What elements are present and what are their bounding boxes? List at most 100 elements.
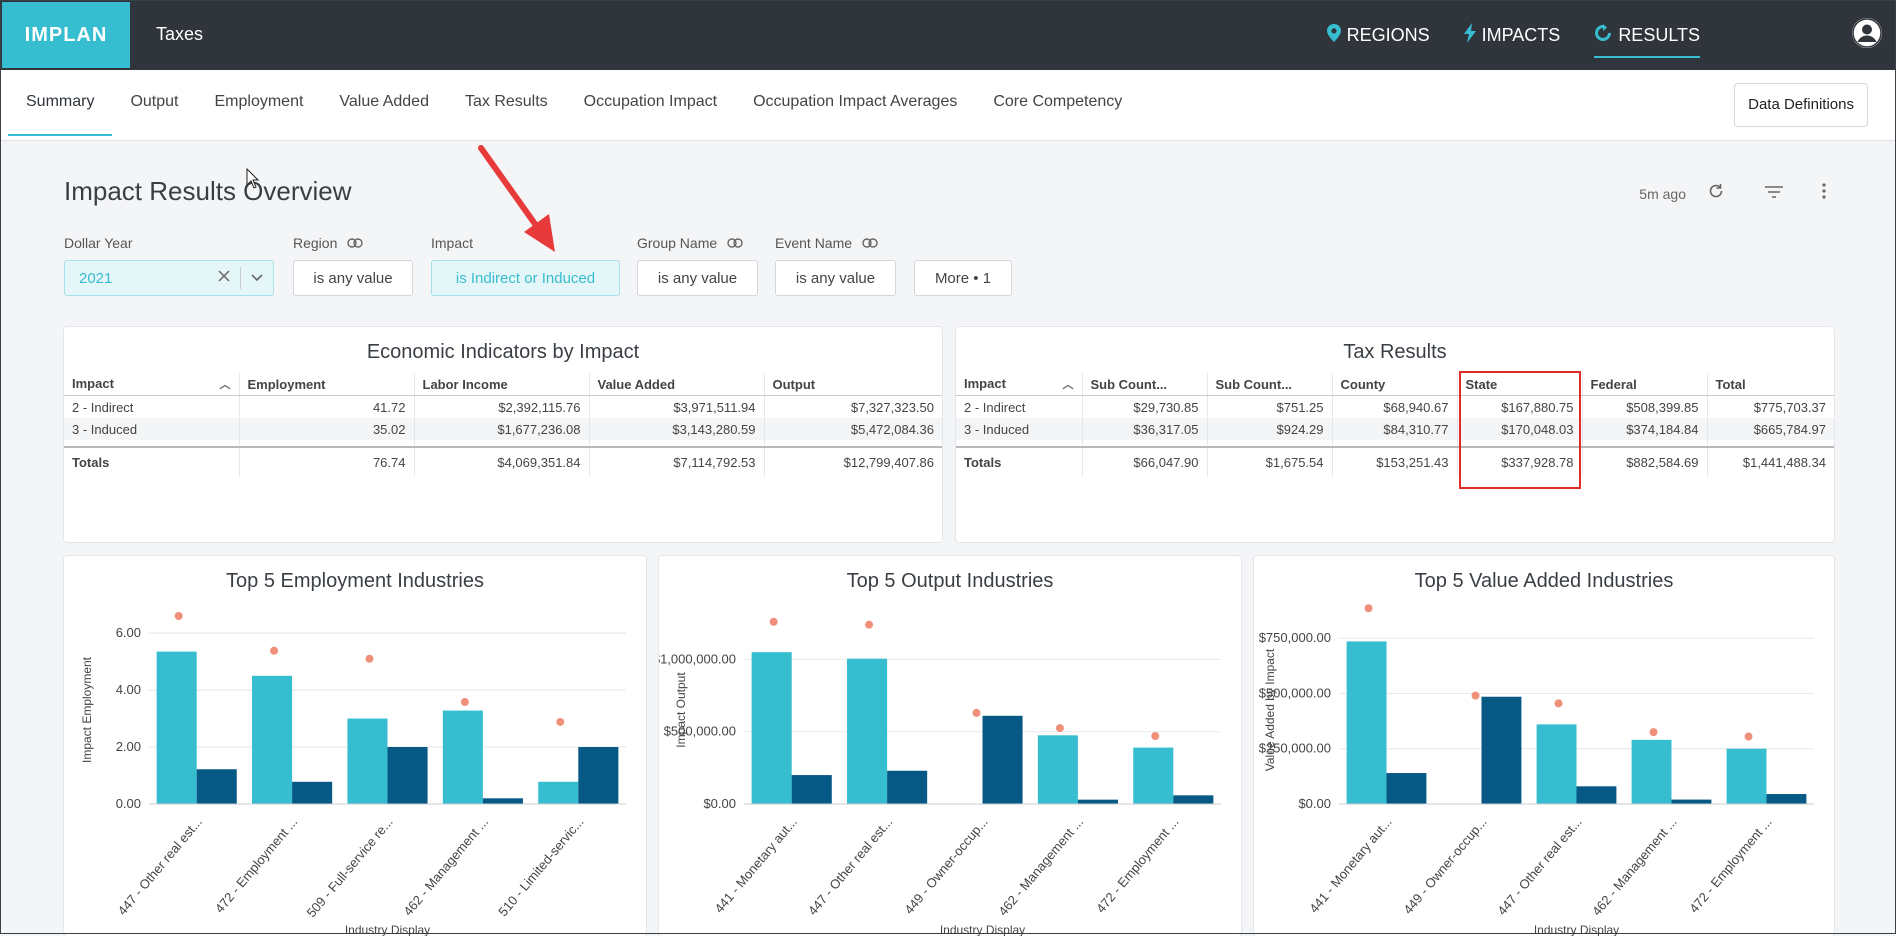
link-icon[interactable] bbox=[862, 235, 878, 251]
refresh-icon[interactable] bbox=[1708, 183, 1724, 204]
table-cell: $3,971,511.94 bbox=[589, 395, 765, 418]
table-cell: $508,399.85 bbox=[1582, 395, 1708, 418]
x-tick-label: 472 - Employment ... bbox=[1093, 814, 1182, 916]
total-marker bbox=[556, 717, 565, 726]
dollar-year-value: 2021 bbox=[79, 269, 113, 287]
total-marker bbox=[460, 698, 469, 707]
group-name-filter-button[interactable]: is any value bbox=[637, 260, 758, 296]
last-updated-text: 5m ago bbox=[1639, 185, 1686, 202]
dollar-year-select[interactable]: 2021 bbox=[64, 260, 274, 296]
column-header[interactable]: Employment bbox=[239, 373, 415, 396]
total-marker bbox=[1151, 732, 1160, 741]
column-header[interactable]: County bbox=[1332, 373, 1458, 396]
bar-indirect bbox=[1631, 739, 1672, 804]
total-marker bbox=[865, 620, 874, 629]
total-marker bbox=[1554, 699, 1563, 708]
link-icon[interactable] bbox=[727, 235, 743, 251]
bar-induced bbox=[1077, 799, 1118, 804]
filter-label: Event Name bbox=[775, 235, 853, 251]
x-tick-label: 447 - Other real est... bbox=[1494, 814, 1584, 918]
clear-icon[interactable] bbox=[218, 269, 230, 287]
table-cell: $29,730.85 bbox=[1082, 395, 1208, 418]
y-tick-label: $500,000.00 bbox=[1259, 685, 1331, 700]
y-tick-label: 2.00 bbox=[116, 739, 141, 754]
column-header[interactable]: Labor Income bbox=[414, 373, 590, 396]
column-header[interactable]: Impact ︿ bbox=[64, 373, 240, 396]
tab-employment[interactable]: Employment bbox=[214, 93, 304, 110]
table-cell: $68,940.67 bbox=[1332, 395, 1458, 418]
filter-label: Impact bbox=[431, 235, 474, 251]
table-cell: $1,441,488.34 bbox=[1742, 454, 1826, 470]
tab-tax-results[interactable]: Tax Results bbox=[464, 93, 548, 110]
lightning-icon bbox=[1463, 22, 1476, 48]
column-header[interactable]: Sub Count... bbox=[1207, 373, 1333, 396]
table-cell: $66,047.90 bbox=[1082, 447, 1208, 476]
event-name-filter-button[interactable]: is any value bbox=[775, 260, 896, 296]
column-header[interactable]: Value Added bbox=[589, 373, 765, 396]
tab-summary[interactable]: Summary bbox=[8, 70, 113, 140]
value-added-chart-card: Top 5 Value Added Industries $0.00 $250,0… bbox=[1254, 556, 1834, 936]
table-divider bbox=[956, 440, 1834, 448]
bar-induced bbox=[982, 715, 1023, 804]
nav-results[interactable]: RESULTS bbox=[1594, 0, 1700, 70]
table-cell: 2 - Indirect bbox=[956, 395, 1083, 418]
implan-logo[interactable]: IMPLAN bbox=[2, 2, 130, 68]
column-header[interactable]: Sub Count... bbox=[1082, 373, 1208, 396]
filter-group-name: Group Name is any value bbox=[637, 232, 758, 296]
top-nav: IMPLAN Taxes REGIONS IMPACTS RESULTS bbox=[0, 0, 1896, 70]
column-header[interactable]: Impact ︿ bbox=[956, 373, 1083, 396]
project-title: Taxes bbox=[156, 24, 204, 44]
link-icon[interactable] bbox=[347, 235, 364, 251]
state-column-highlight bbox=[1459, 371, 1581, 489]
tab-occupation-impact-averages[interactable]: Occupation Impact Averages bbox=[753, 93, 958, 110]
map-pin-icon bbox=[1326, 23, 1341, 47]
sort-ascending-icon[interactable]: ︿ bbox=[219, 379, 231, 391]
chart-title: Top 5 Output Industries bbox=[846, 570, 1054, 592]
y-axis-label: Value Added by Impact bbox=[1263, 648, 1277, 771]
table-cell: $924.29 bbox=[1207, 418, 1333, 440]
employment-bar-chart: 0.00 2.00 4.00 6.00 Impact Employment 447 - O… bbox=[80, 612, 626, 936]
tab-output[interactable]: Output bbox=[130, 93, 179, 110]
nav-regions[interactable]: REGIONS bbox=[1326, 0, 1430, 70]
totals-row: Totals 76.74 $4,069,351.84 $7,114,792.53… bbox=[64, 447, 942, 476]
tab-occupation-impact[interactable]: Occupation Impact bbox=[583, 93, 718, 110]
user-avatar-icon[interactable] bbox=[1852, 18, 1882, 48]
bar-induced bbox=[1576, 786, 1617, 804]
dollar-year-controls bbox=[218, 267, 263, 289]
y-tick-label: $1,000,000.00 bbox=[659, 651, 736, 666]
tab-value-added[interactable]: Value Added bbox=[339, 93, 429, 110]
impact-filter-button[interactable]: is Indirect or Induced bbox=[431, 260, 620, 296]
column-header[interactable]: Total bbox=[1707, 373, 1834, 396]
chevron-down-icon[interactable] bbox=[251, 269, 263, 287]
sort-ascending-icon[interactable]: ︿ bbox=[1062, 379, 1074, 391]
bar-indirect bbox=[751, 652, 792, 804]
table-cell: Totals bbox=[956, 447, 1083, 476]
bar-indirect bbox=[1726, 748, 1767, 804]
data-definitions-button[interactable]: Data Definitions bbox=[1734, 83, 1868, 127]
bar-indirect bbox=[1536, 724, 1577, 804]
card-title: Tax Results bbox=[1343, 341, 1447, 363]
more-filters-button[interactable]: More • 1 bbox=[914, 260, 1012, 296]
region-filter-button[interactable]: is any value bbox=[293, 260, 413, 296]
x-tick-label: 472 - Employment ... bbox=[212, 814, 301, 916]
column-header[interactable]: Output bbox=[764, 373, 942, 396]
filter-icon[interactable] bbox=[1764, 183, 1784, 204]
tab-core-competency[interactable]: Core Competency bbox=[993, 93, 1123, 110]
nav-impacts[interactable]: IMPACTS bbox=[1463, 0, 1560, 70]
column-header[interactable]: State bbox=[1457, 373, 1583, 396]
mouse-cursor-icon bbox=[246, 168, 260, 189]
column-header[interactable]: Federal bbox=[1582, 373, 1708, 396]
bar-indirect bbox=[1346, 641, 1387, 804]
x-axis-label: Industry Display bbox=[1534, 923, 1619, 936]
result-tabs: Summary Output Employment Value Added Ta… bbox=[8, 70, 1140, 140]
x-tick-label: 447 - Other real est... bbox=[115, 814, 205, 918]
totals-row: Totals $66,047.90 $1,675.54 $153,251.43 … bbox=[956, 447, 1834, 476]
table-cell: $374,184.84 bbox=[1582, 418, 1708, 440]
x-tick-label: 462 - Management ... bbox=[1589, 814, 1680, 918]
more-vertical-icon[interactable] bbox=[1822, 183, 1826, 204]
bar-indirect bbox=[156, 651, 197, 804]
bar-induced bbox=[482, 798, 523, 804]
filter-event-name: Event Name is any value bbox=[775, 232, 896, 296]
y-tick-label: 0.00 bbox=[116, 796, 141, 811]
table-cell: $751.25 bbox=[1207, 395, 1333, 418]
